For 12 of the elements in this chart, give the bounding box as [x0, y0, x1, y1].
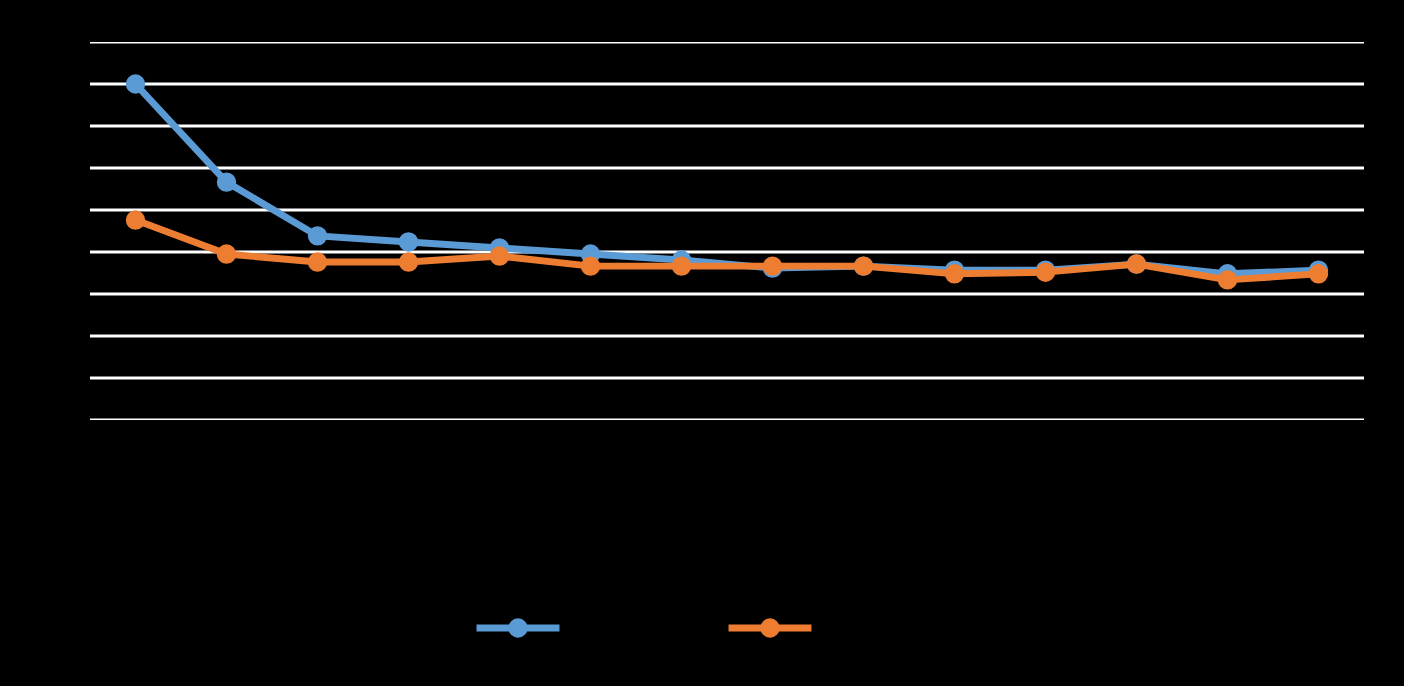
point: [671, 256, 692, 276]
point: [398, 232, 419, 252]
point: [1217, 270, 1238, 290]
point: [125, 74, 146, 94]
point: [307, 252, 328, 272]
point: [398, 252, 419, 272]
point: [580, 256, 601, 276]
point: [216, 172, 237, 192]
point: [216, 244, 237, 264]
point: [125, 210, 146, 230]
point: [307, 226, 328, 246]
point: [489, 246, 510, 266]
